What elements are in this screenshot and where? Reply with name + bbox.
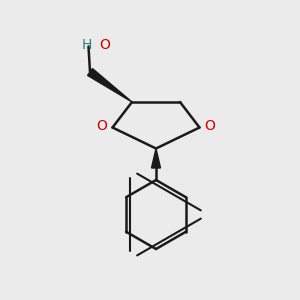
- Text: O: O: [205, 119, 215, 133]
- Text: H: H: [82, 38, 92, 52]
- Polygon shape: [88, 69, 132, 102]
- Text: O: O: [100, 38, 110, 52]
- Polygon shape: [152, 148, 160, 168]
- Text: O: O: [97, 119, 107, 133]
